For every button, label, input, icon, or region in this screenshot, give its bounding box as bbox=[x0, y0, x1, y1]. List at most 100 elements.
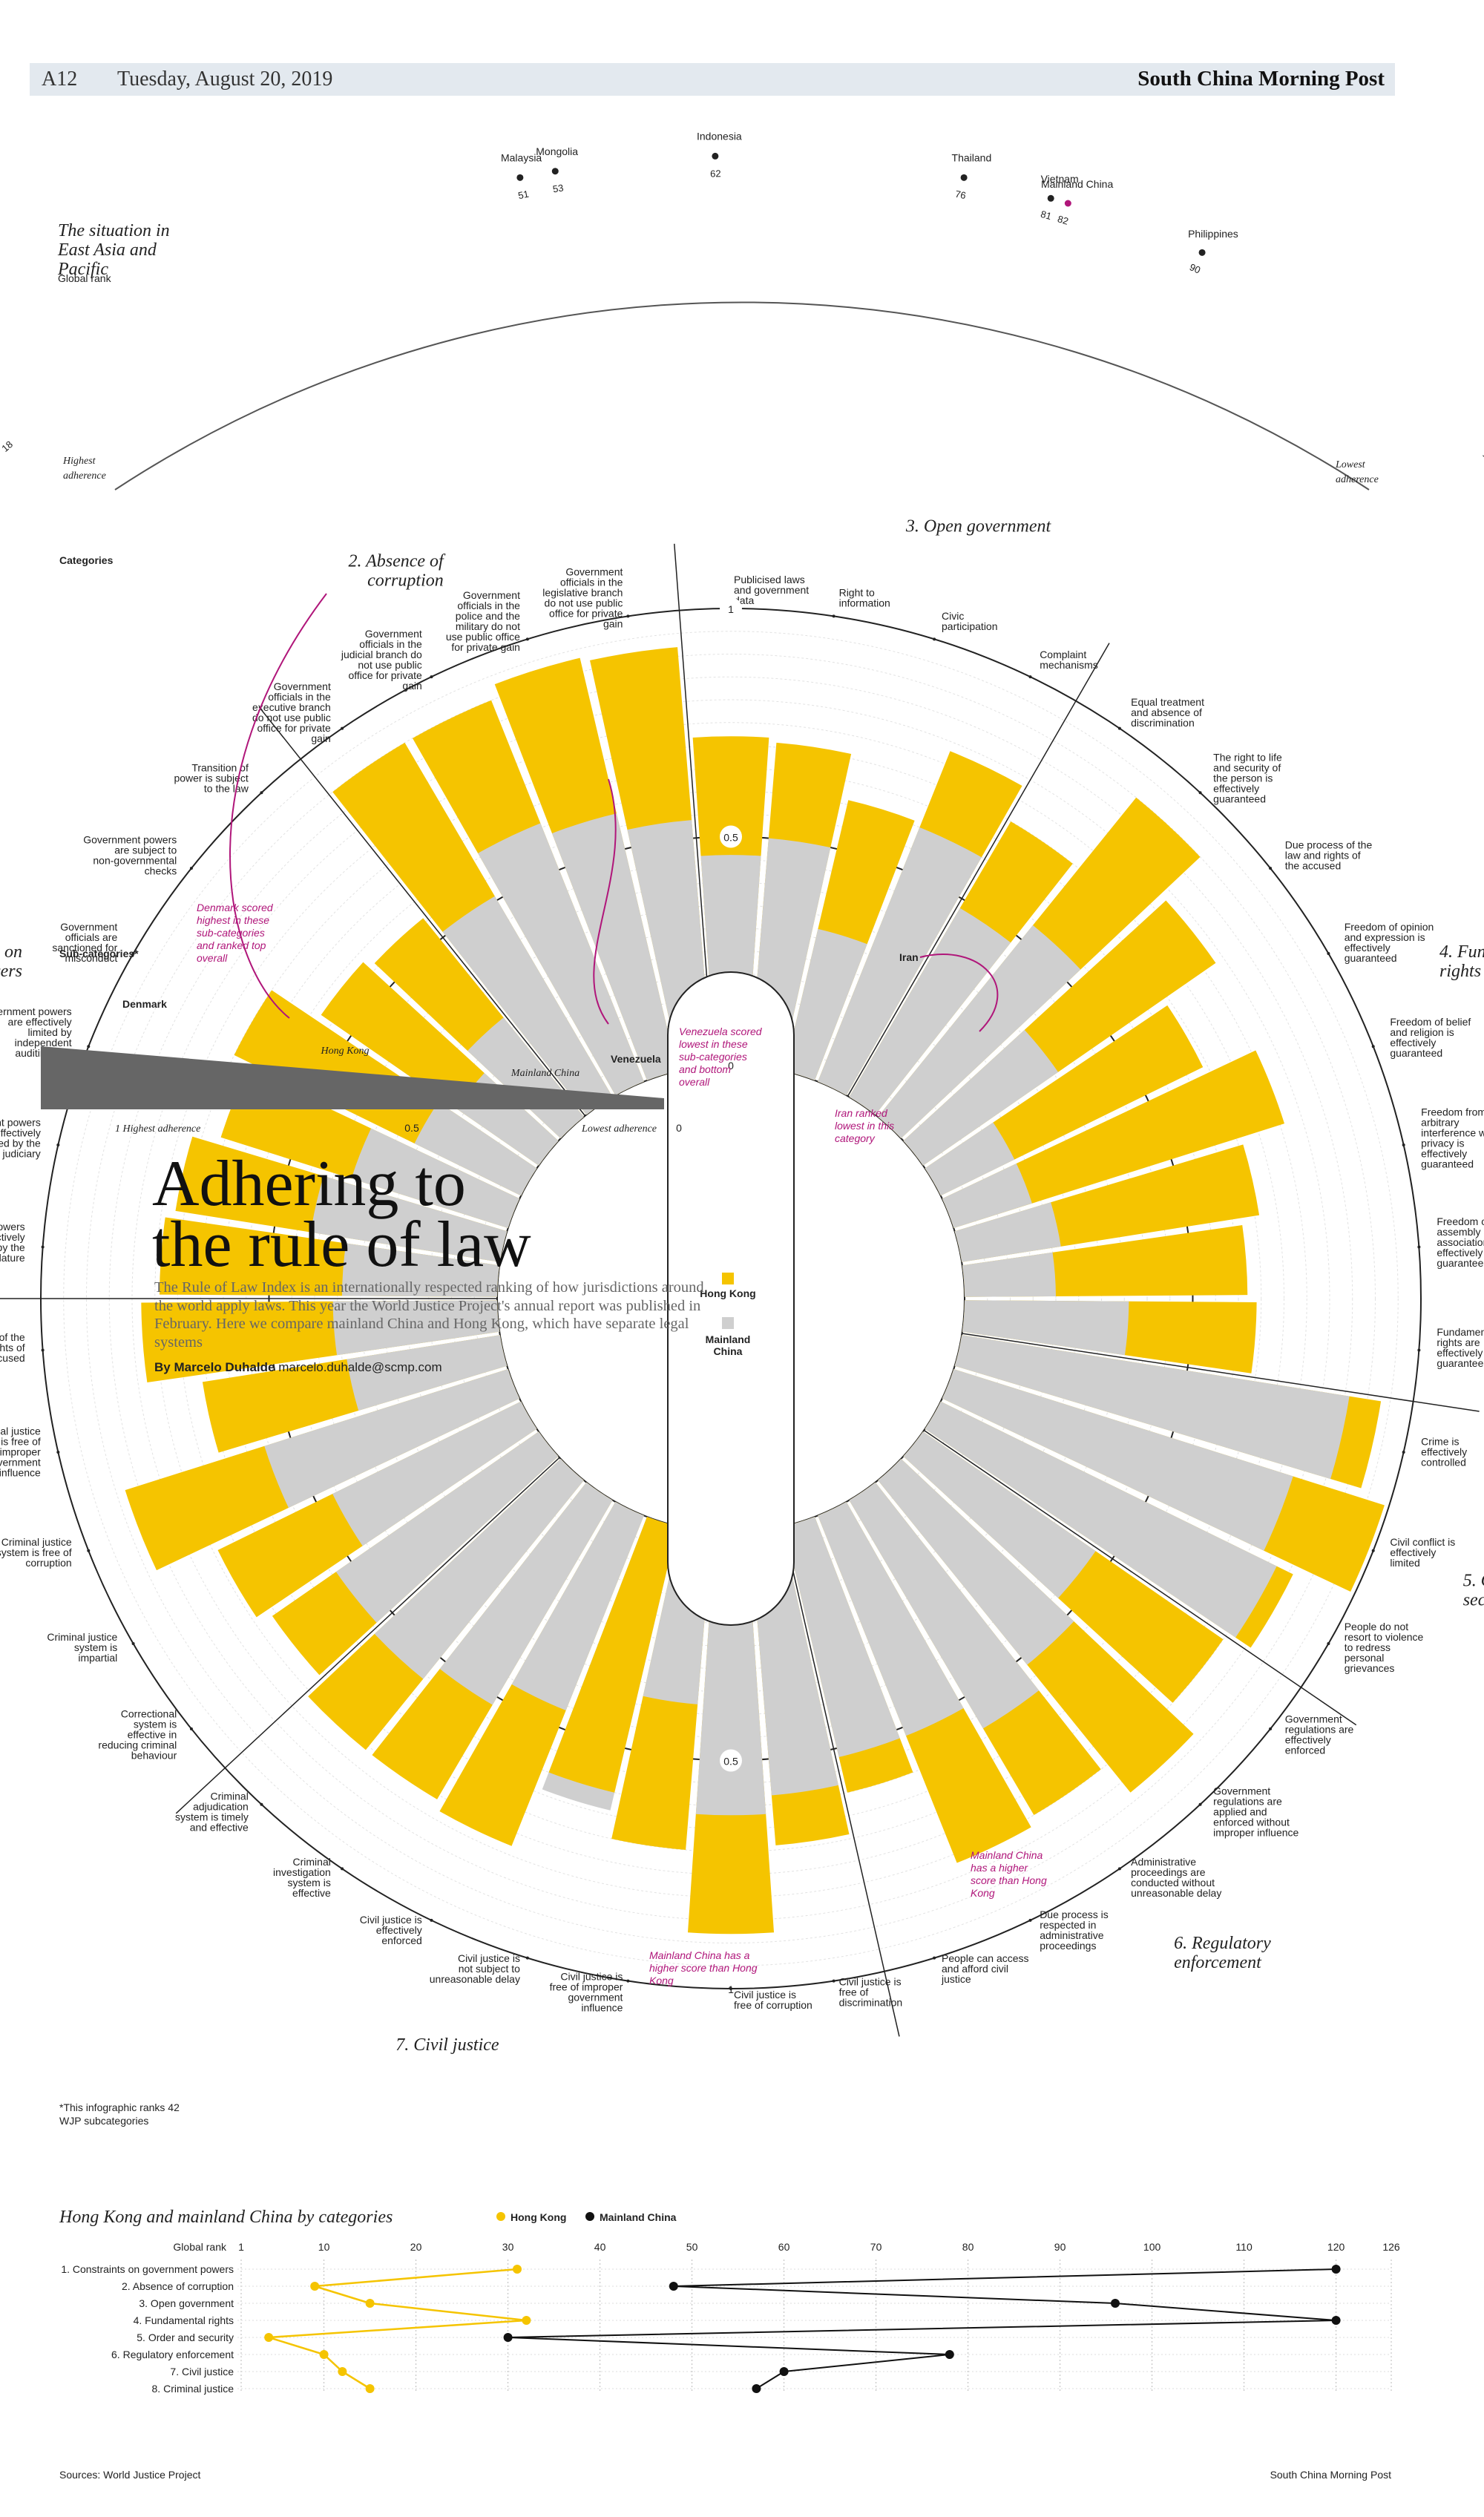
byline: By Marcelo Duhalde marcelo.duhalde@scmp.… bbox=[154, 1360, 442, 1375]
subcategory-label: Government regulations are applied and enfo… bbox=[1213, 1785, 1298, 1838]
dot-series-line-hong-kong bbox=[268, 2268, 527, 2390]
bar-mainland-china bbox=[511, 1501, 644, 1711]
dot-axis-tick: 90 bbox=[1054, 2241, 1066, 2253]
subcategory-label: Equal treatment and absence of discriminat… bbox=[1131, 696, 1204, 729]
bar-mainland-china bbox=[414, 1102, 537, 1196]
bar-mainland-china bbox=[962, 1300, 1129, 1356]
subcategory-label: Government officials in the judicial branc… bbox=[341, 628, 422, 692]
dot-point-mainland-china bbox=[503, 2333, 513, 2342]
subcategory-tick bbox=[626, 1979, 630, 1983]
subcategory-label: Civil justice is free of improper governme… bbox=[550, 1970, 623, 2013]
subcategory-tick bbox=[1198, 791, 1202, 795]
scale-label-bg bbox=[720, 825, 742, 848]
subcategory-tick bbox=[87, 1549, 91, 1552]
subcategory-label: Civil justice is effectively enforced bbox=[360, 1914, 422, 1946]
scale-label-bg bbox=[720, 1749, 742, 1772]
subcategory-label: Freedom ofassembly andassociation iseffe… bbox=[1437, 1215, 1484, 1269]
legend-mainland-china: Mainland China bbox=[706, 1333, 751, 1357]
dot-axis-tick: 60 bbox=[778, 2241, 790, 2253]
bar-mainland-china bbox=[925, 1122, 1015, 1196]
dot-axis-tick: 50 bbox=[686, 2241, 698, 2253]
subcategory-tick bbox=[525, 637, 529, 641]
subcategory-tick bbox=[41, 1348, 45, 1352]
dot-point-hong-kong bbox=[319, 2350, 329, 2359]
dot-row-label: 5. Order and security bbox=[137, 2331, 234, 2343]
note-iran: Iran ranked lowest in this category bbox=[835, 1107, 894, 1144]
category-label: 3. Open government bbox=[905, 517, 1052, 536]
subcategory-tick bbox=[1327, 1642, 1330, 1645]
dot-axis-tick: 80 bbox=[962, 2241, 974, 2253]
page-header-bar: A12 Tuesday, August 20, 2019 South China… bbox=[30, 63, 1395, 96]
subcategory-tick bbox=[1028, 675, 1032, 679]
dot-row-label: 4. Fundamental rights bbox=[134, 2314, 234, 2326]
subcategory-tick bbox=[1371, 1045, 1375, 1049]
scale-label: 0.5 bbox=[723, 832, 738, 844]
subcategory-label: Civil justice is not subject to unreasonab… bbox=[430, 1952, 520, 1985]
arc-rank-number: 82 bbox=[1057, 213, 1070, 227]
subcategory-label: Due process is respected in administrative… bbox=[1040, 1909, 1109, 1952]
subcategory-tick bbox=[1028, 1918, 1032, 1922]
subcategory-tick bbox=[131, 952, 135, 955]
footnote-line-1: *This infographic ranks 42 bbox=[59, 2101, 180, 2113]
headline-line-1: Adhering to bbox=[152, 1148, 466, 1220]
arc-country-dot bbox=[551, 168, 559, 175]
dot-point-hong-kong bbox=[513, 2265, 522, 2274]
denmark-connector bbox=[229, 593, 327, 1019]
subcategory-tick bbox=[1269, 867, 1273, 870]
subcategory-tick bbox=[1417, 1245, 1421, 1249]
subcategory-label: Government powers are subject to non-gover… bbox=[83, 834, 177, 877]
page-number: A12 bbox=[42, 68, 78, 91]
subcategory-tick bbox=[430, 1918, 433, 1922]
arc-rank-number: 51 bbox=[517, 188, 530, 202]
arc-country-name: Mongolia bbox=[536, 145, 578, 157]
legend-swatch-hong-kong bbox=[722, 1273, 734, 1284]
note-denmark: Denmark scored highest in these sub-catego… bbox=[197, 902, 274, 964]
arc-country-name: Thailand bbox=[952, 152, 992, 164]
category-divider bbox=[847, 643, 1110, 1097]
subcategory-label: Freedom of opinion and expression is effec… bbox=[1345, 921, 1434, 964]
subcategory-tick bbox=[933, 637, 936, 641]
subcategory-tick bbox=[41, 1245, 45, 1249]
subcategory-label: Government officials are sanctioned for mis… bbox=[52, 921, 117, 964]
note-china-higher-2: Mainland China has a higher score than Ho… bbox=[649, 1949, 758, 1986]
dot-axis-label: Global rank bbox=[173, 2241, 227, 2253]
scale-label: 0.5 bbox=[723, 1756, 738, 1768]
arc-country-dot bbox=[1198, 249, 1206, 256]
bar-mainland-china bbox=[818, 827, 982, 1096]
category-divider bbox=[923, 1429, 1357, 1726]
subcategory-tick bbox=[260, 1802, 263, 1806]
dot-row-label: 7. Civil justice bbox=[170, 2366, 234, 2377]
bar-mainland-china bbox=[332, 1401, 537, 1546]
subcategory-label: Crime is effectively controlled bbox=[1421, 1435, 1467, 1468]
bar-mainland-china bbox=[954, 1202, 1061, 1262]
dot-axis-tick: 1 bbox=[238, 2241, 244, 2253]
scale-label: 1 bbox=[728, 603, 734, 615]
dot-axis-tick: 40 bbox=[594, 2241, 606, 2253]
bar-mainland-china bbox=[818, 1501, 964, 1736]
arc-country-name: Vietnam bbox=[1041, 173, 1079, 185]
arc-country-name: Indonesia bbox=[697, 130, 742, 142]
subcategory-label: People can access and afford civil justice bbox=[941, 1952, 1029, 1985]
publication-date: Tuesday, August 20, 2019 bbox=[117, 68, 333, 91]
byline-author: By Marcelo Duhalde bbox=[154, 1360, 275, 1374]
bar-mainland-china bbox=[849, 1482, 1040, 1729]
subcategory-tick bbox=[525, 1956, 529, 1960]
arc-country-dot bbox=[516, 174, 524, 181]
category-divider bbox=[258, 706, 586, 1117]
subcategory-tick bbox=[1269, 1727, 1273, 1730]
subcategory-label: Transition of power is subject to the law bbox=[174, 762, 249, 795]
note-china-higher-1: Mainland China has a higher score than Hon… bbox=[971, 1849, 1047, 1899]
bar-mainland-china bbox=[903, 1431, 1096, 1598]
intro-text: The Rule of Law Index is an internationa… bbox=[154, 1279, 704, 1351]
dot-point-hong-kong bbox=[264, 2333, 274, 2342]
dot-row-label: 2. Absence of corruption bbox=[122, 2280, 234, 2292]
dot-point-mainland-china bbox=[1111, 2299, 1120, 2308]
subcategory-tick bbox=[131, 1642, 135, 1645]
subcategory-tick bbox=[87, 1045, 91, 1049]
headline: Adhering to the rule of law bbox=[152, 1152, 531, 1278]
